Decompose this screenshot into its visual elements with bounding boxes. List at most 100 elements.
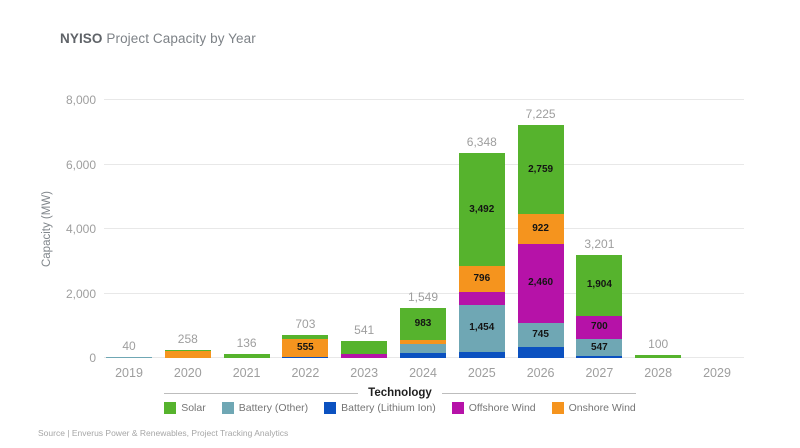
bar-total-label-2022: 703 — [295, 317, 316, 332]
bar-segment-2024-solar[interactable]: 983 — [400, 308, 446, 340]
legend-item-solar[interactable]: Solar — [164, 402, 206, 414]
legend-label: Battery (Lithium Ion) — [341, 402, 436, 414]
bar-2028 — [635, 100, 682, 358]
segment-value-label: 1,904 — [586, 279, 612, 291]
segment-value-label: 547 — [591, 341, 608, 353]
title-bold-part: NYISO — [60, 31, 103, 46]
x-tick-2020: 2020 — [173, 366, 202, 380]
y-tick-4-000: 4,000 — [65, 222, 96, 236]
x-tick-2022: 2022 — [291, 366, 320, 380]
legend-item-offshore-wind[interactable]: Offshore Wind — [451, 402, 536, 414]
bar-segment-2026-offshore-wind[interactable]: 2,460 — [517, 243, 564, 324]
bar-segment-2022-onshore-wind[interactable]: 555 — [282, 338, 329, 357]
segment-value-label: 1,454 — [469, 322, 495, 334]
bar-segment-2027-solar[interactable]: 1,904 — [576, 254, 623, 317]
segment-value-label: 555 — [297, 341, 314, 353]
bar-segment-2020-solar[interactable] — [164, 349, 211, 351]
legend-swatch-onshore-wind — [551, 402, 564, 414]
bar-segment-2027-battery-other[interactable]: 547 — [576, 338, 623, 357]
bar-segment-2027-offshore-wind[interactable]: 700 — [576, 316, 623, 339]
legend-item-battery-other[interactable]: Battery (Other) — [221, 402, 309, 414]
bar-segment-2028-solar[interactable] — [635, 354, 682, 358]
legend-label: Onshore Wind — [568, 402, 636, 414]
bar-2027: 547 700 1,904 — [576, 100, 623, 358]
segment-value-label: 983 — [414, 317, 432, 329]
bar-total-label-2020: 258 — [177, 331, 198, 346]
x-tick-2029: 2029 — [703, 366, 731, 380]
bar-2023 — [341, 100, 388, 358]
bar-segment-2026-solar[interactable]: 2,759 — [517, 125, 564, 214]
bar-segment-2027-battery-lithium-ion[interactable] — [576, 356, 623, 358]
bar-segment-2022-battery-lithium-ion[interactable] — [282, 356, 329, 358]
bar-segment-2022-solar[interactable] — [282, 335, 329, 339]
gridline-2-000 — [104, 292, 744, 294]
legend-swatch-battery-other — [221, 402, 234, 414]
x-tick-2025: 2025 — [467, 366, 496, 380]
legend-label: Offshore Wind — [468, 402, 536, 414]
bar-total-label-2027: 3,201 — [584, 236, 615, 251]
bar-segment-2026-battery-lithium-ion[interactable] — [517, 347, 564, 358]
x-tick-2019: 2019 — [115, 366, 143, 380]
legend-title: Technology — [368, 387, 432, 399]
bar-total-label-2024: 1,549 — [407, 290, 439, 305]
bar-segment-2025-offshore-wind[interactable] — [458, 291, 505, 305]
x-tick-2024: 2024 — [409, 366, 437, 380]
legend-label: Battery (Other) — [238, 402, 309, 414]
segment-value-label: 796 — [473, 272, 491, 284]
segment-value-label: 2,460 — [528, 277, 554, 289]
bar-total-label-2023: 541 — [354, 322, 375, 337]
legend-swatch-battery-lithium-ion — [324, 402, 337, 414]
page-title: NYISO Project Capacity by Year — [60, 31, 256, 46]
bar-2024: 983 — [400, 100, 446, 358]
x-tick-2027: 2027 — [585, 366, 614, 380]
legend-swatch-solar — [164, 402, 177, 414]
y-tick-6-000: 6,000 — [65, 157, 96, 172]
source-attribution: Source | Enverus Power & Renewables, Pro… — [38, 428, 289, 438]
bar-total-label-2021: 136 — [236, 335, 257, 350]
bar-total-label-2025: 6,348 — [466, 135, 497, 150]
x-tick-2028: 2028 — [644, 366, 673, 380]
bar-segment-2023-offshore-wind[interactable] — [341, 353, 388, 358]
bar-segment-2023-solar[interactable] — [341, 340, 388, 354]
segment-value-label: 3,492 — [469, 203, 495, 215]
x-tick-2023: 2023 — [350, 366, 379, 380]
x-tick-2026: 2026 — [526, 366, 555, 380]
legend: Solar Battery (Other) Battery (Lithium Ion… — [0, 402, 800, 414]
bar-2026: 745 2,460 922 2,759 — [517, 100, 564, 358]
bar-2025: 1,454 796 3,492 — [458, 100, 505, 358]
legend-rule-right — [441, 392, 636, 394]
bar-segment-2025-battery-lithium-ion[interactable] — [458, 351, 505, 358]
y-tick-8-000: 8,000 — [65, 93, 96, 107]
segment-value-label: 700 — [591, 321, 608, 333]
bar-segment-2025-solar[interactable]: 3,492 — [458, 153, 505, 266]
legend-label: Solar — [181, 402, 206, 414]
segment-value-label: 2,759 — [528, 163, 554, 175]
y-tick-2-000: 2,000 — [65, 286, 96, 301]
bar-segment-2021-solar[interactable] — [223, 353, 270, 358]
legend-title-row: Technology — [164, 387, 636, 399]
bar-segment-2025-battery-other[interactable]: 1,454 — [458, 304, 505, 352]
legend-rule-left — [164, 392, 359, 394]
x-tick-2021: 2021 — [232, 366, 261, 380]
gridline-8-000 — [104, 99, 744, 100]
bar-segment-2026-onshore-wind[interactable]: 922 — [517, 213, 564, 244]
bar-segment-2019-battery-other[interactable] — [106, 356, 152, 358]
bar-segment-2024-onshore-wind[interactable] — [400, 339, 446, 344]
bar-segment-2026-battery-other[interactable]: 745 — [517, 323, 564, 348]
bar-total-label-2026: 7,225 — [525, 107, 556, 121]
legend-swatch-offshore-wind — [451, 402, 464, 414]
bar-segment-2024-battery-other[interactable] — [400, 343, 446, 354]
segment-value-label: 745 — [532, 329, 549, 341]
segment-value-label: 922 — [532, 222, 549, 234]
bar-total-label-2028: 100 — [648, 336, 669, 351]
bar-2019 — [106, 100, 152, 358]
bar-segment-2024-battery-lithium-ion[interactable] — [400, 353, 446, 358]
bar-2020 — [164, 100, 211, 358]
legend-item-battery-lithium-ion[interactable]: Battery (Lithium Ion) — [324, 402, 436, 414]
gridline-4-000 — [104, 228, 744, 229]
legend-item-onshore-wind[interactable]: Onshore Wind — [551, 402, 636, 414]
bar-segment-2020-onshore-wind[interactable] — [164, 350, 211, 358]
bar-total-label-2019: 40 — [122, 338, 136, 353]
bar-segment-2025-onshore-wind[interactable]: 796 — [458, 265, 505, 292]
